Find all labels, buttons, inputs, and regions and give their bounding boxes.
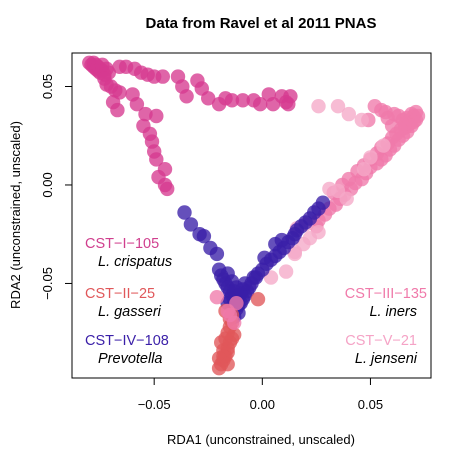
point-cst3-49 xyxy=(397,116,413,132)
y-axis-label: RDA2 (unconstrained, unscaled) xyxy=(8,121,23,309)
point-cst1-28 xyxy=(155,69,170,84)
point-cst3-50 xyxy=(384,118,400,134)
x-tick-label-0: −0.05 xyxy=(138,397,171,412)
point-cst4-55 xyxy=(257,250,272,265)
point-cst1-21 xyxy=(110,102,125,118)
point-cst5-1 xyxy=(330,99,346,114)
point-cst4-0 xyxy=(177,205,192,220)
x-axis-label: RDA1 (unconstrained, unscaled) xyxy=(167,432,355,447)
point-cst2-19 xyxy=(250,292,266,307)
point-cst4-5 xyxy=(209,246,225,262)
point-cst1-51 xyxy=(235,93,250,108)
point-cst1-59 xyxy=(283,89,298,104)
y-tick-label-2: 0.05 xyxy=(40,74,55,99)
point-cst2-21 xyxy=(216,349,231,364)
point-cst5-2 xyxy=(341,106,356,122)
cst-annotations: CST−I−105 L. crispatus CST−II−25 L. gasseri… xyxy=(85,236,427,367)
point-cst5-16 xyxy=(376,138,391,153)
point-cst5-14 xyxy=(322,181,337,197)
annotation-cst4-label: CST−IV−108 xyxy=(85,333,169,349)
point-cst4-47 xyxy=(237,276,253,291)
point-cst5-3 xyxy=(354,112,369,128)
annotation-cst3-label: CST−III−135 xyxy=(345,286,427,302)
point-cst4-39 xyxy=(315,195,331,210)
x-tick-label-2: 0.05 xyxy=(358,397,383,412)
annotation-cst5-label: CST−V−21 xyxy=(345,333,417,349)
point-cst1-31 xyxy=(138,106,153,122)
point-cst4-54 xyxy=(248,270,263,285)
point-cst1-44 xyxy=(179,89,194,104)
point-cst1-47 xyxy=(201,91,216,106)
point-cst5-15 xyxy=(339,191,354,206)
annotation-cst2-taxon: L. gasseri xyxy=(98,304,162,320)
x-axis: −0.05 0.00 0.05 xyxy=(138,377,383,412)
annotation-cst1-taxon: L. crispatus xyxy=(98,254,172,270)
point-cst1-37 xyxy=(149,152,164,167)
y-tick-label-0: −0.05 xyxy=(40,267,55,300)
annotation-cst5-taxon: L. jenseni xyxy=(355,351,418,367)
point-cst1-32 xyxy=(149,108,164,124)
y-axis: −0.05 0.00 0.05 xyxy=(40,74,73,300)
annotation-cst1-label: CST−I−105 xyxy=(85,236,159,252)
point-cst5-18 xyxy=(363,150,378,165)
point-cst1-53 xyxy=(253,97,268,112)
point-cst5-17 xyxy=(356,162,372,177)
y-tick-label-1: 0.00 xyxy=(40,172,55,197)
point-cst4-57 xyxy=(274,232,289,248)
point-cst5-0 xyxy=(311,99,326,114)
point-cst4-1 xyxy=(183,217,199,232)
annotation-cst4-taxon: Prevotella xyxy=(98,351,162,367)
point-cst1-30 xyxy=(129,97,145,112)
chart-title: Data from Ravel et al 2011 PNAS xyxy=(146,15,377,32)
point-cst5-9 xyxy=(278,264,294,279)
point-cst1-50 xyxy=(224,93,240,108)
x-tick-label-1: 0.00 xyxy=(250,397,275,412)
scatter-points xyxy=(82,55,426,376)
point-cst4-3 xyxy=(196,229,212,244)
point-cst3b-3 xyxy=(227,315,242,330)
annotation-cst3-taxon: L. iners xyxy=(369,304,417,320)
point-cst3b-4 xyxy=(229,296,244,311)
point-cst3b-0 xyxy=(209,290,225,305)
annotation-cst2-label: CST−II−25 xyxy=(85,286,155,302)
point-cst1-41 xyxy=(160,181,175,197)
